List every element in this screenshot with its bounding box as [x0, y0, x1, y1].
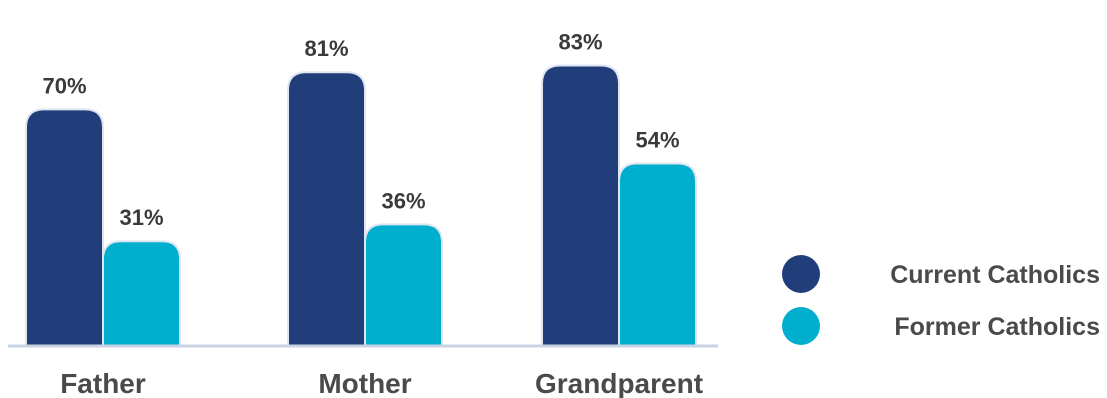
bar-father-current-catholics [25, 108, 104, 347]
category-label-grandparent: Grandparent [535, 368, 703, 398]
value-label: 83% [558, 29, 602, 54]
value-label: 81% [304, 36, 348, 61]
bar-grandparent-current-catholics [541, 64, 620, 347]
category-label-mother: Mother [318, 368, 411, 398]
legend-label-current-catholics: Current Catholics [890, 261, 1100, 289]
value-label: 31% [119, 205, 163, 230]
bar-father-former-catholics [102, 240, 181, 347]
bar-grandparent-former-catholics [618, 162, 697, 347]
value-label: 36% [381, 188, 425, 213]
legend-label-former-catholics: Former Catholics [894, 313, 1100, 341]
bar-mother-current-catholics [287, 71, 366, 347]
value-label: 70% [42, 73, 86, 98]
value-labels-group: 70% 31% 81% 36% 83% 54% [42, 29, 679, 230]
legend-swatch-current-catholics [782, 255, 820, 293]
value-label: 54% [635, 127, 679, 152]
legend-swatch-former-catholics [782, 307, 820, 345]
category-labels-group: Father Mother Grandparent [60, 368, 703, 398]
legend: Current Catholics Former Catholics [782, 255, 1100, 345]
category-label-father: Father [60, 368, 146, 398]
bar-mother-former-catholics [364, 223, 443, 347]
bars-group [25, 64, 697, 347]
